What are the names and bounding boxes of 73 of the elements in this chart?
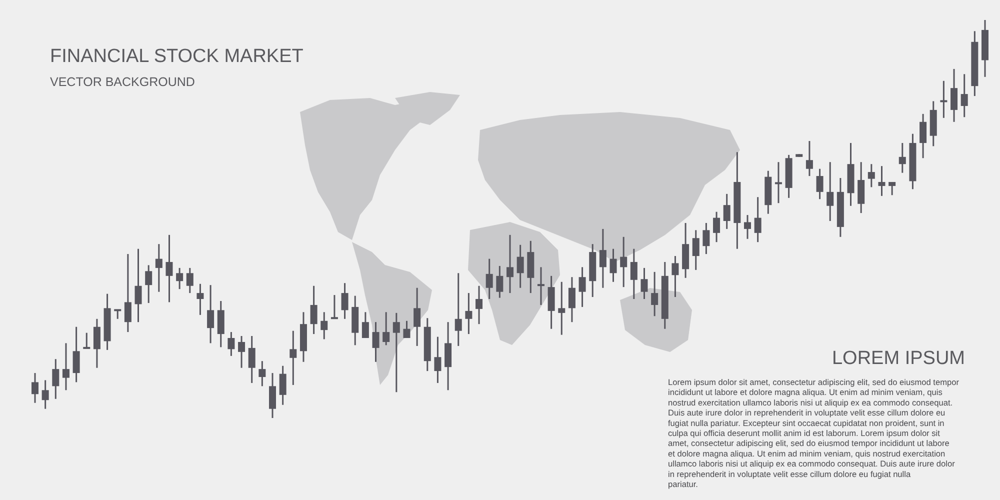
candlestick bbox=[124, 253, 132, 333]
candlestick bbox=[496, 265, 504, 299]
candlestick bbox=[651, 271, 658, 317]
candlestick bbox=[548, 275, 555, 330]
candlestick bbox=[155, 243, 162, 293]
candlestick bbox=[166, 234, 173, 303]
candlestick bbox=[320, 311, 328, 340]
candlestick bbox=[52, 358, 60, 400]
candlestick bbox=[744, 214, 751, 240]
candlestick bbox=[444, 321, 452, 391]
candlestick bbox=[217, 300, 224, 348]
text: Lorem ipsum dolor sit amet, consectetur adipiscing elit, sed do eiusmod tempor incididunt ut labore et dolore magna aliqua. Ut enim ad minim veniam, quis nostrud exercitation ullamco laboris nisi ut aliquip ex ea commodo consequat. Duis aute irure dolor in reprehenderit in voluptate velit esse cillum dolore eu fugiat nulla pariatur. Excepteur sint occaecat cupidatat non proident, sunt in culpa qui officia deserunt mollit anim id est laborum. Lorem ipsum dolor sit amet, consectetur adipiscing elit, sed do eiusmod tempor incididunt ut labore et dolore magna aliqua. Ut enim ad minim veniam, quis nostrud exercitation ullamco laboris nisi ut aliquip ex ea commodo consequat. Duis aute irure dolor in reprehenderit in voluptate velit esse cillum dolore eu fugiat nulla pariatur. bbox=[668, 377, 959, 489]
candlestick bbox=[176, 267, 184, 290]
candlestick bbox=[506, 234, 514, 294]
candlestick bbox=[42, 379, 49, 410]
candlestick bbox=[382, 311, 390, 346]
candlestick bbox=[392, 312, 400, 393]
candlestick bbox=[702, 222, 710, 255]
candlestick bbox=[186, 267, 194, 294]
candlestick bbox=[72, 326, 80, 383]
candlestick bbox=[960, 73, 968, 118]
candlestick bbox=[920, 113, 927, 159]
candlestick bbox=[228, 331, 235, 357]
candlestick bbox=[672, 255, 679, 298]
candlestick bbox=[878, 165, 886, 197]
candlestick bbox=[62, 342, 70, 391]
candlestick bbox=[754, 196, 762, 243]
candlestick bbox=[248, 335, 256, 384]
candlestick bbox=[310, 285, 318, 335]
candlestick bbox=[341, 282, 348, 320]
candlestick bbox=[578, 266, 586, 308]
candlestick bbox=[476, 285, 483, 325]
candlestick bbox=[558, 281, 566, 336]
text: FINANCIAL STOCK MARKET bbox=[50, 46, 304, 67]
candlestick bbox=[640, 267, 648, 300]
candlestick bbox=[516, 244, 524, 289]
candlestick bbox=[414, 287, 421, 347]
candlestick bbox=[454, 272, 462, 347]
candlestick bbox=[279, 365, 286, 406]
candlestick bbox=[826, 161, 834, 222]
candlestick bbox=[269, 372, 276, 419]
candlestick bbox=[372, 321, 380, 363]
candlestick bbox=[362, 311, 369, 339]
candlestick bbox=[568, 276, 576, 323]
candlestick bbox=[134, 248, 142, 323]
candlestick bbox=[196, 283, 204, 316]
candlestick bbox=[610, 248, 617, 283]
candlestick bbox=[816, 168, 824, 200]
candlestick bbox=[465, 292, 472, 335]
candlestick bbox=[290, 330, 297, 386]
candlestick bbox=[630, 248, 638, 300]
candlestick bbox=[858, 161, 865, 214]
candlestick bbox=[723, 193, 730, 230]
candlestick bbox=[868, 163, 875, 188]
candlestick bbox=[145, 264, 152, 304]
candlestick bbox=[258, 360, 266, 387]
candlestick bbox=[238, 335, 246, 369]
candlestick bbox=[888, 181, 896, 196]
candlestick bbox=[32, 372, 38, 404]
candlestick bbox=[898, 142, 906, 174]
candlestick bbox=[403, 320, 410, 339]
candlestick bbox=[806, 140, 813, 177]
candlestick bbox=[599, 228, 606, 289]
candlestick bbox=[692, 229, 700, 271]
candlestick bbox=[713, 211, 720, 243]
text: VECTOR BACKGROUND bbox=[50, 75, 195, 89]
candlestick bbox=[93, 318, 100, 369]
candlestick bbox=[434, 336, 442, 384]
candlestick bbox=[950, 68, 958, 123]
candlestick bbox=[207, 284, 214, 344]
candlestick bbox=[620, 236, 628, 288]
annotation: LOREM IPSUM bbox=[832, 348, 965, 369]
candlestick bbox=[486, 258, 493, 300]
